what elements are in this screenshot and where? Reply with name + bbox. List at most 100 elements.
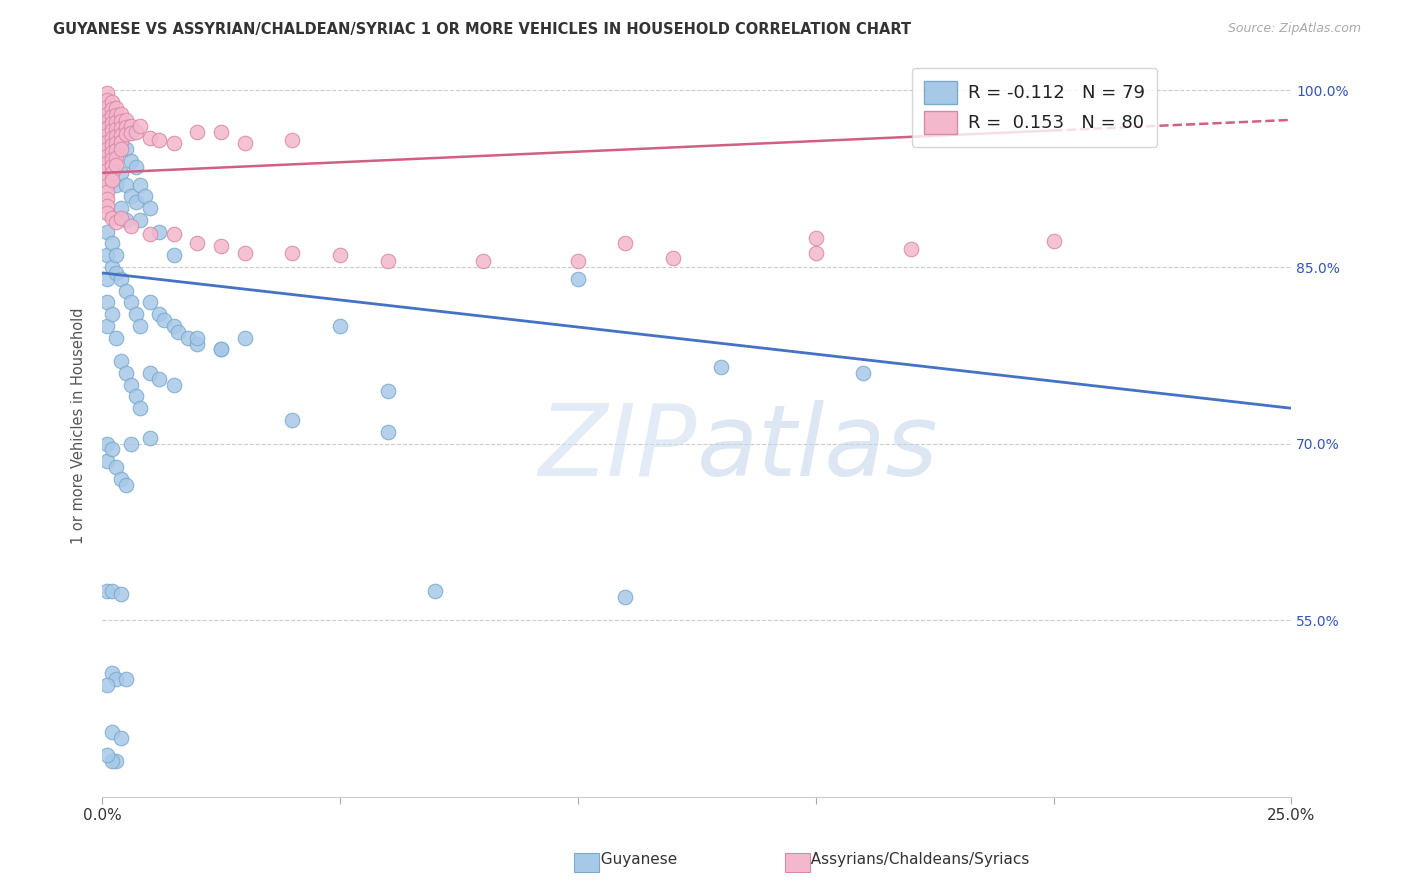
Point — [105, 151, 128, 165]
Point — [115, 127, 138, 141]
Point — [105, 248, 128, 262]
Point — [115, 178, 138, 192]
Point — [329, 248, 352, 262]
Point — [100, 116, 122, 130]
Point — [105, 122, 128, 136]
Point — [233, 136, 256, 151]
Point — [105, 115, 128, 129]
Point — [233, 331, 256, 345]
Point — [96, 107, 118, 121]
Point — [120, 189, 142, 203]
Point — [96, 128, 118, 143]
Point — [804, 246, 827, 260]
Point — [96, 318, 118, 333]
Point — [105, 755, 128, 769]
Point — [100, 123, 122, 137]
Point — [129, 178, 152, 192]
Point — [100, 166, 122, 180]
Point — [139, 227, 162, 241]
Point — [96, 678, 118, 692]
Point — [96, 114, 118, 128]
Point — [110, 354, 132, 368]
Point — [124, 125, 146, 139]
Point — [120, 295, 142, 310]
Point — [105, 178, 128, 192]
Point — [105, 158, 128, 172]
Point — [120, 219, 142, 233]
Point — [110, 121, 132, 136]
Point — [96, 436, 118, 450]
Point — [100, 159, 122, 173]
Text: Guyanese: Guyanese — [591, 852, 676, 867]
Point — [281, 246, 304, 260]
Point — [129, 213, 152, 227]
Point — [96, 206, 118, 220]
Point — [96, 192, 118, 206]
Point — [148, 372, 170, 386]
Point — [1042, 234, 1064, 248]
Point — [96, 185, 118, 199]
Point — [96, 121, 118, 136]
Text: GUYANESE VS ASSYRIAN/CHALDEAN/SYRIAC 1 OR MORE VEHICLES IN HOUSEHOLD CORRELATION: GUYANESE VS ASSYRIAN/CHALDEAN/SYRIAC 1 O… — [53, 22, 911, 37]
Point — [110, 731, 132, 745]
Point — [425, 583, 447, 598]
Point — [100, 130, 122, 145]
Point — [281, 133, 304, 147]
Point — [186, 336, 208, 351]
Point — [115, 120, 138, 134]
Point — [281, 413, 304, 427]
Point — [105, 460, 128, 475]
Point — [100, 152, 122, 166]
Point — [105, 672, 128, 686]
Point — [614, 236, 637, 251]
Point — [96, 163, 118, 178]
Point — [162, 377, 184, 392]
Point — [100, 307, 122, 321]
Point — [110, 587, 132, 601]
Point — [105, 101, 128, 115]
Point — [110, 142, 132, 156]
Point — [115, 112, 138, 127]
Point — [900, 243, 922, 257]
Point — [148, 307, 170, 321]
Point — [129, 119, 152, 133]
Point — [153, 313, 176, 327]
Point — [177, 331, 200, 345]
Text: Assyrians/Chaldeans/Syriacs: Assyrians/Chaldeans/Syriacs — [801, 852, 1029, 867]
Point — [186, 331, 208, 345]
Point — [96, 135, 118, 149]
Point — [100, 125, 122, 139]
Point — [110, 136, 132, 151]
Point — [96, 272, 118, 286]
Legend: R = -0.112   N = 79, R =  0.153   N = 80: R = -0.112 N = 79, R = 0.153 N = 80 — [912, 68, 1157, 147]
Point — [96, 583, 118, 598]
Point — [852, 366, 875, 380]
Point — [115, 366, 138, 380]
Point — [162, 227, 184, 241]
Point — [100, 583, 122, 598]
Point — [139, 366, 162, 380]
Point — [100, 666, 122, 681]
Point — [377, 254, 399, 268]
Point — [105, 331, 128, 345]
Point — [377, 425, 399, 439]
Point — [100, 142, 122, 156]
Point — [100, 103, 122, 117]
Point — [100, 145, 122, 159]
Point — [209, 239, 232, 253]
Point — [110, 201, 132, 215]
Point — [96, 748, 118, 763]
Point — [115, 213, 138, 227]
Point — [105, 215, 128, 229]
Point — [115, 284, 138, 298]
Point — [96, 100, 118, 114]
Point — [100, 173, 122, 187]
Point — [209, 343, 232, 357]
Point — [105, 144, 128, 158]
Point — [162, 248, 184, 262]
Point — [120, 377, 142, 392]
Point — [139, 431, 162, 445]
Point — [96, 295, 118, 310]
Point — [120, 436, 142, 450]
Point — [110, 128, 132, 143]
